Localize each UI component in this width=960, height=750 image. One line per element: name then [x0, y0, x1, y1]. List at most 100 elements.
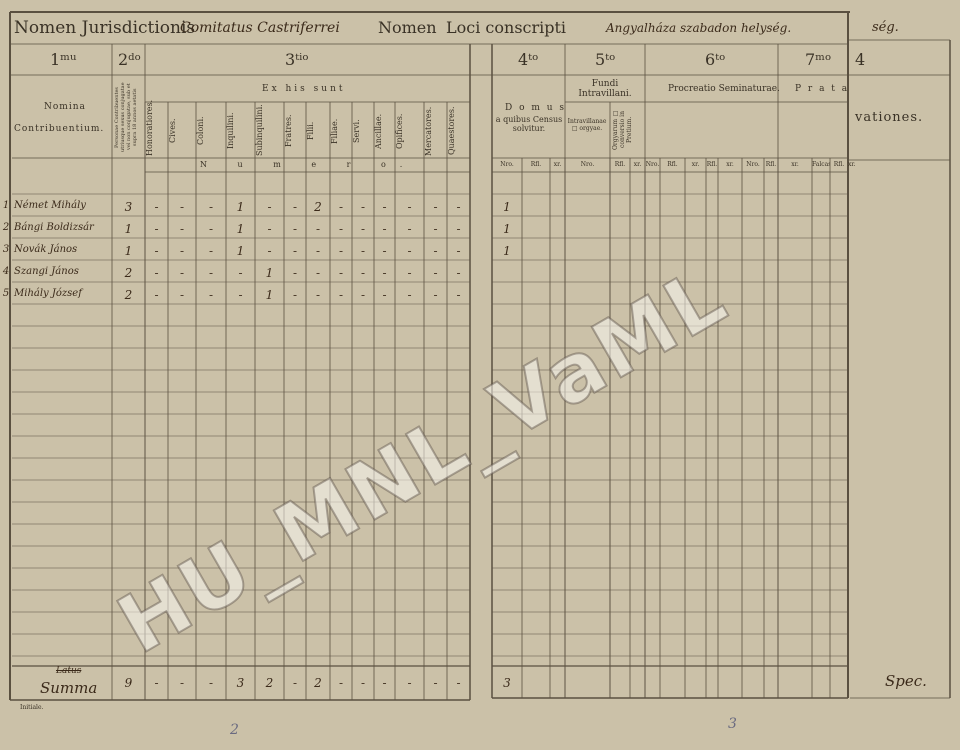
- subheader-13: xr.: [791, 161, 799, 168]
- col-header-opifices: Opifices.: [395, 113, 404, 149]
- value-cell: -: [382, 200, 387, 214]
- domus-sub-label: a quibus Census solvitur.: [495, 115, 563, 133]
- nomina-label: Nomina: [44, 102, 86, 112]
- persons-count: 2: [124, 266, 133, 280]
- value-cell: -: [267, 200, 272, 214]
- section-2: 2ᵈᵒ: [118, 50, 141, 69]
- value-cell: -: [382, 288, 387, 302]
- value-cell: -: [292, 288, 298, 302]
- ex-his-sunt-label: Ex his sunt: [262, 84, 346, 94]
- value-cell: -: [315, 244, 321, 258]
- summa-cell: 2: [265, 676, 274, 690]
- value-cell: 1: [236, 244, 245, 258]
- value-cell: -: [292, 244, 298, 258]
- subheader-14: Falcastra.: [812, 161, 830, 168]
- value-cell: -: [407, 222, 412, 236]
- subheader-12: Rfl.: [765, 161, 777, 168]
- subheader-5: xr.: [633, 161, 642, 168]
- value-cell: -: [315, 222, 321, 236]
- summa-cell: -: [208, 676, 214, 690]
- col-header-cives: Cives.: [168, 118, 177, 144]
- value-cell: -: [456, 288, 461, 302]
- value-cell: -: [208, 266, 214, 280]
- value-cell: -: [238, 266, 243, 280]
- locus-label: Nomen: [378, 18, 437, 37]
- observationes-label: vationes.: [855, 110, 924, 125]
- numero-label: N u m e r o.: [200, 160, 417, 169]
- locus-value: Angyalháza szabadon helység.: [606, 21, 792, 35]
- subheader-6: Nro.: [645, 161, 660, 168]
- procreatio-label: Procreatio Seminaturae.: [668, 84, 780, 94]
- persons-count: 1: [124, 244, 133, 258]
- value-cell: -: [292, 222, 298, 236]
- col-header-mercatores: Mercatores.: [424, 106, 433, 156]
- value-cell: -: [292, 266, 298, 280]
- persons-count: 2: [124, 288, 133, 302]
- col-header-servi: Servi.: [352, 119, 361, 143]
- value-cell: -: [407, 244, 412, 258]
- value-cell: -: [338, 222, 344, 236]
- col-header-ancillae: Ancillae.: [374, 113, 383, 149]
- value-cell: -: [360, 288, 366, 302]
- summa-cell: -: [456, 676, 461, 690]
- row-number: 5: [2, 288, 10, 299]
- summa-cell: -: [382, 676, 387, 690]
- value-cell: -: [179, 200, 185, 214]
- col-header-honoratiores: Honoratiores.: [145, 99, 154, 156]
- persons-count: 3: [124, 200, 133, 214]
- value-cell: -: [360, 222, 366, 236]
- col-header-quaestores: Quaestores.: [447, 106, 456, 156]
- prata-label: P r a t a: [795, 84, 850, 94]
- value-cell: -: [154, 222, 159, 236]
- col2-header: Personae Contribuentes utriusque sexus c…: [114, 82, 138, 152]
- initials-label: Initiale.: [20, 704, 44, 711]
- summa-total: 9: [124, 676, 133, 690]
- intravillanae-label: Intravillanae □ orgyae.: [567, 118, 607, 132]
- signature: Spec.: [885, 672, 927, 690]
- contribuentium-label: Contribuentium.: [14, 124, 105, 134]
- domus-count: 1: [503, 244, 511, 258]
- summa-cell: -: [360, 676, 366, 690]
- summa-cell: -: [292, 676, 298, 690]
- value-cell: -: [267, 222, 272, 236]
- col-header-filii: Filii.: [306, 121, 315, 141]
- summa-cell: -: [433, 676, 438, 690]
- section-1: 1ᵐᵘ: [50, 50, 77, 69]
- value-cell: -: [315, 288, 321, 302]
- page-number-left: 2: [230, 722, 239, 738]
- subheader-8: xr.: [691, 161, 700, 168]
- right-fragment: ség.: [872, 20, 899, 35]
- subheader-16: xr.: [848, 161, 856, 168]
- value-cell: -: [456, 200, 461, 214]
- section-4: 4ᵗᵒ: [518, 50, 539, 69]
- summa-cell: -: [407, 676, 412, 690]
- locus-label-2: Loci conscripti: [446, 18, 567, 37]
- subheader-2: xr.: [553, 161, 562, 168]
- orgyarum-label: Orgyarum □ conversio in Pretium.: [612, 110, 633, 150]
- value-cell: -: [360, 200, 366, 214]
- contributor-name: Szangi János: [14, 266, 79, 277]
- page-number-right: 3: [728, 716, 737, 732]
- summa-cell: -: [338, 676, 344, 690]
- section-8: 4: [855, 50, 866, 69]
- summa-cell: -: [179, 676, 185, 690]
- value-cell: 1: [265, 266, 274, 280]
- persons-count: 1: [124, 222, 133, 236]
- subheader-10: xr.: [726, 161, 734, 168]
- summa-cell: -: [154, 676, 159, 690]
- value-cell: -: [407, 266, 412, 280]
- row-number: 4: [2, 266, 10, 277]
- value-cell: -: [338, 244, 344, 258]
- value-cell: -: [208, 244, 214, 258]
- value-cell: -: [338, 200, 344, 214]
- domus-count: 1: [503, 222, 511, 236]
- subheader-1: Rfl.: [530, 161, 542, 168]
- value-cell: -: [360, 266, 366, 280]
- value-cell: -: [433, 222, 438, 236]
- contributor-name: Német Mihály: [14, 200, 86, 211]
- jurisdiction-label: Nomen Jurisdictionis: [14, 18, 196, 38]
- row-number: 2: [2, 222, 10, 233]
- value-cell: -: [456, 266, 461, 280]
- subheader-4: Rfl.: [614, 161, 626, 168]
